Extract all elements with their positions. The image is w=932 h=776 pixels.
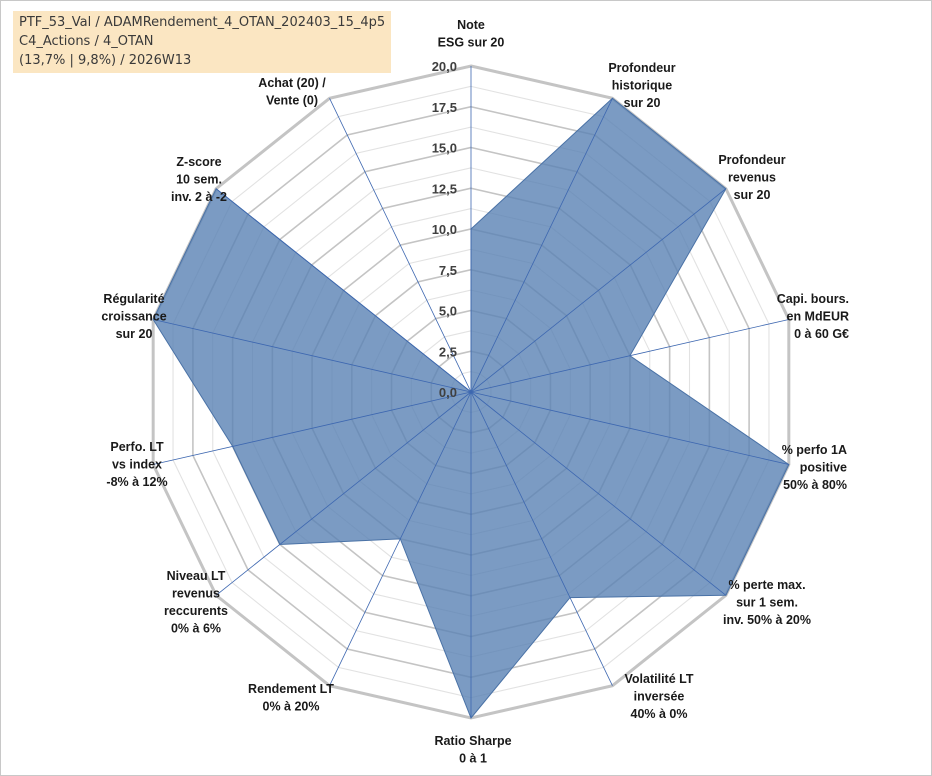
performance-summary: (13,7% | 9,8%) / 2026W13 xyxy=(19,53,192,68)
axis-spoke xyxy=(215,391,472,596)
axis-label-line: inv. 2 à -2 xyxy=(171,190,227,204)
category-label: C4_Actions / 4_OTAN xyxy=(19,34,154,49)
axis-label: Profondeur revenus sur 20 xyxy=(718,153,785,202)
axis-label-line: Vente (0) xyxy=(266,94,318,108)
axis-label-line: 0% à 20% xyxy=(263,700,320,714)
tick-label: 5,0 xyxy=(439,304,457,319)
axis-label-line: revenus xyxy=(172,587,220,601)
tick-label: 12,5 xyxy=(432,181,457,196)
axis-label-line: reccurents xyxy=(164,604,228,618)
axis-label-line: 40% à 0% xyxy=(631,707,688,721)
tick-label: 7,5 xyxy=(439,263,457,278)
axis-label-line: Profondeur xyxy=(718,153,785,167)
portfolio-title: PTF_53_Val / ADAMRendement_4_OTAN_202403… xyxy=(19,15,386,30)
axis-label-line: 0 à 1 xyxy=(459,752,487,766)
axis-label-line: sur 1 sem. xyxy=(736,596,798,610)
axis-spoke xyxy=(153,391,472,465)
tick-label: 2,5 xyxy=(439,344,457,359)
axis-label: Achat (20) / Vente (0) xyxy=(258,76,326,108)
tick-label: 0,0 xyxy=(439,385,457,400)
axis-label-line: Z-score xyxy=(176,155,221,169)
axis-label-line: vs index xyxy=(112,458,162,472)
axis-label-line: Note xyxy=(457,18,485,32)
axis-label-line: sur 20 xyxy=(624,96,661,110)
axis-spoke xyxy=(470,391,727,596)
axis-label: Niveau LT revenus reccurents 0% à 6% xyxy=(164,569,228,636)
axis-label-line: 50% à 80% xyxy=(783,478,847,492)
axis-label: % perte max. sur 1 sem. inv. 50% à 20% xyxy=(723,578,811,627)
axis-label-line: 10 sem. xyxy=(176,173,222,187)
radar-spokes xyxy=(153,66,789,718)
tick-label: 20,0 xyxy=(432,59,457,74)
axis-label-line: -8% à 12% xyxy=(106,475,167,489)
axis-label-line: % perfo 1A xyxy=(782,443,847,457)
info-box: PTF_53_Val / ADAMRendement_4_OTAN_202403… xyxy=(13,11,391,73)
axis-label: Perfo. LT vs index -8% à 12% xyxy=(106,440,167,489)
axis-label-line: % perte max. xyxy=(728,578,805,592)
axis-label-line: 0 à 60 G€ xyxy=(794,327,849,341)
axis-spoke xyxy=(329,98,472,393)
axis-label-line: Niveau LT xyxy=(167,569,226,583)
axis-spoke xyxy=(329,391,472,686)
axis-spoke xyxy=(470,319,789,393)
axis-label: Z-score 10 sem. inv. 2 à -2 xyxy=(171,155,227,204)
axis-label: Note ESG sur 20 xyxy=(438,18,505,50)
axis-spoke xyxy=(215,188,472,393)
axis-label-line: Capi. bours. xyxy=(777,292,849,306)
axis-label-line: Perfo. LT xyxy=(110,440,164,454)
axis-label-line: positive xyxy=(800,461,847,475)
axis-spoke xyxy=(470,391,613,686)
axis-label: % perfo 1A positive 50% à 80% xyxy=(782,443,847,492)
tick-label: 10,0 xyxy=(432,222,457,237)
radar-tick-labels: 0,0 2,5 5,0 7,5 10,0 12,5 15,0 17,5 20,0 xyxy=(432,59,457,400)
radar-axis-labels: Note ESG sur 20 Profondeur historique sur 20… xyxy=(101,18,849,766)
axis-label: Volatilité LT inversée 40% à 0% xyxy=(625,672,694,721)
axis-label-line: 0% à 6% xyxy=(171,622,221,636)
axis-label: Rendement LT 0% à 20% xyxy=(248,682,334,714)
tick-label: 17,5 xyxy=(432,100,457,115)
axis-spoke xyxy=(470,391,789,465)
axis-label-line: Ratio Sharpe xyxy=(434,734,511,748)
axis-label-line: Régularité xyxy=(103,292,164,306)
axis-label-line: inv. 50% à 20% xyxy=(723,613,811,627)
axis-label: Profondeur historique sur 20 xyxy=(608,61,675,110)
axis-label-line: historique xyxy=(612,79,672,93)
axis-label-line: Achat (20) / xyxy=(258,76,326,90)
axis-label-line: Profondeur xyxy=(608,61,675,75)
axis-label: Capi. bours. en MdEUR 0 à 60 G€ xyxy=(777,292,849,341)
axis-label-line: ESG sur 20 xyxy=(438,36,505,50)
axis-label-line: croissance xyxy=(101,310,166,324)
axis-label: Régularité croissance sur 20 xyxy=(101,292,166,341)
axis-label-line: Rendement LT xyxy=(248,682,334,696)
axis-label-line: inversée xyxy=(634,690,685,704)
axis-label-line: sur 20 xyxy=(116,327,153,341)
axis-label-line: revenus xyxy=(728,171,776,185)
tick-label: 15,0 xyxy=(432,141,457,156)
axis-spoke xyxy=(470,188,727,393)
axis-label: Ratio Sharpe 0 à 1 xyxy=(434,734,511,766)
axis-label-line: Volatilité LT xyxy=(625,672,694,686)
axis-spoke xyxy=(153,319,472,393)
axis-spoke xyxy=(470,98,613,393)
axis-label-line: sur 20 xyxy=(734,188,771,202)
axis-label-line: en MdEUR xyxy=(787,310,850,324)
